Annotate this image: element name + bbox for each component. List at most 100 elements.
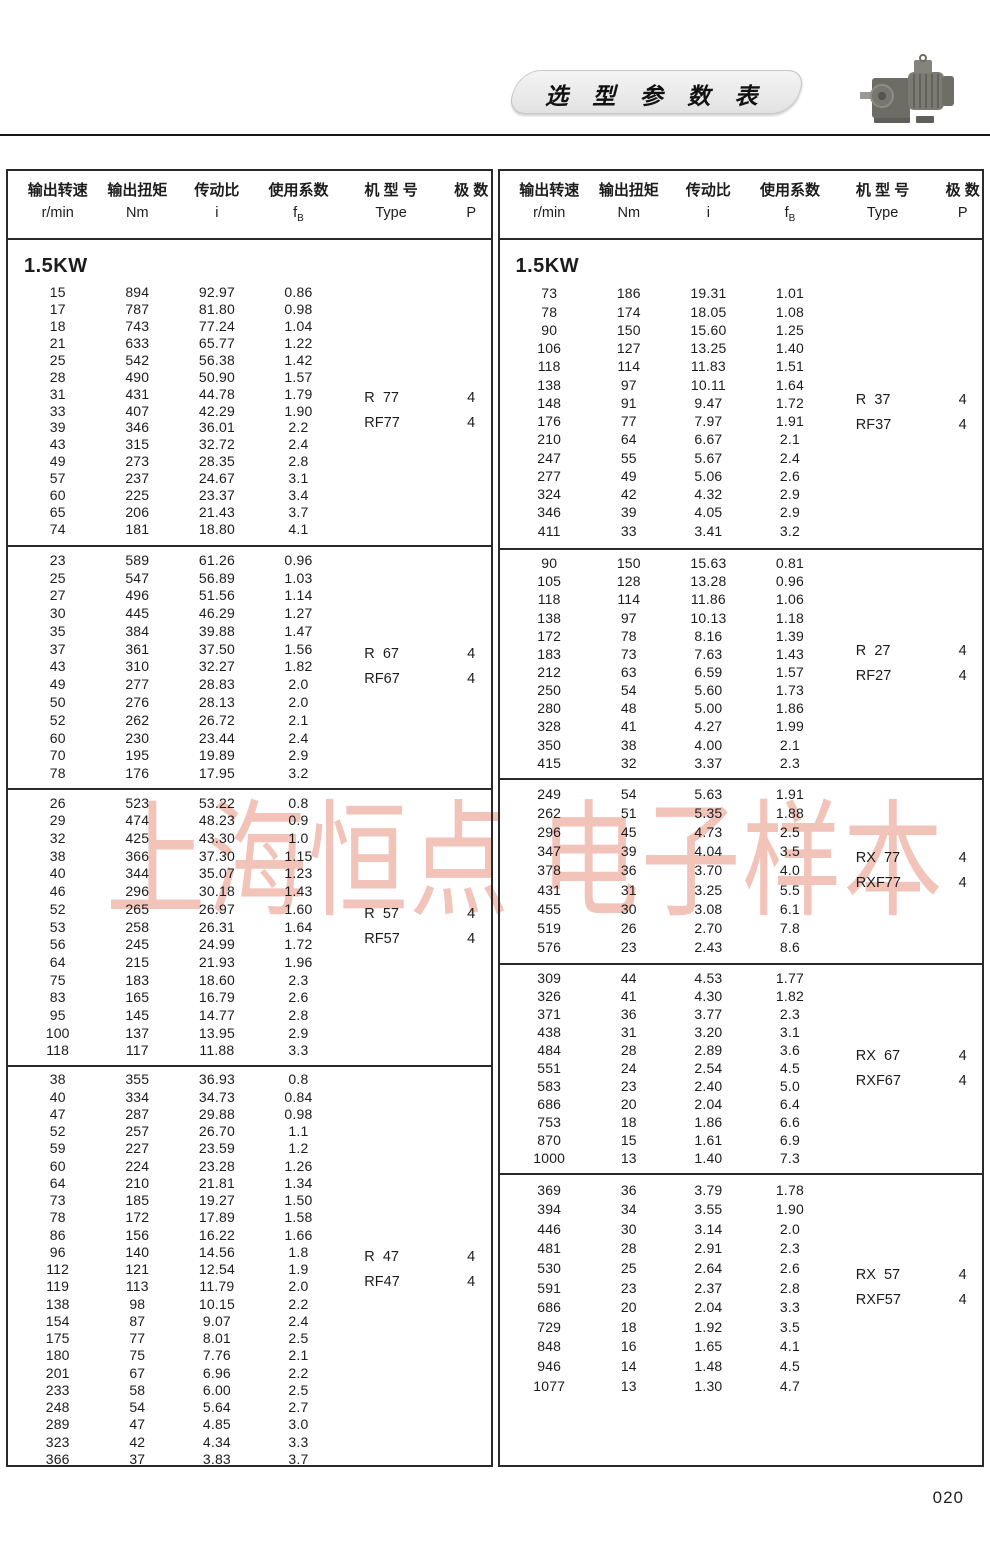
cell: 23.44 (198, 729, 235, 746)
cell: 3.5 (779, 843, 800, 860)
cell: 54 (129, 1399, 146, 1415)
cell: 6.6 (779, 1114, 800, 1130)
cell: 15 (49, 283, 66, 300)
cell: 33 (620, 522, 637, 539)
cell: 52 (49, 711, 66, 728)
cell: 1.0 (288, 830, 309, 847)
pole-count: 4 (467, 906, 476, 922)
cell: 1.25 (775, 321, 804, 338)
cell: 26 (620, 919, 637, 936)
cell: 4.27 (694, 718, 723, 735)
table-row: 78 172 17.89 1.58 (8, 1210, 491, 1224)
cell: 44.78 (198, 385, 235, 402)
gearmotor-shaft (860, 92, 874, 99)
cell: 2.89 (694, 1042, 723, 1058)
cell: 137 (125, 1024, 150, 1041)
cell: 4.85 (202, 1416, 231, 1433)
cell: 138 (537, 609, 562, 626)
cell: 176 (125, 765, 150, 782)
col-service-factor: 使用系数 (268, 182, 329, 199)
cell: 56.89 (198, 569, 235, 586)
cell: 56 (49, 936, 66, 953)
cell: 4.00 (694, 736, 723, 753)
table-row: 30 445 46.29 1.27 (8, 606, 491, 620)
table-row: 247 55 5.67 2.4 (500, 451, 983, 465)
cell: 34.73 (198, 1088, 235, 1105)
gearbox-hub (878, 92, 886, 100)
cell: 245 (125, 936, 150, 953)
cell: 4.5 (779, 1357, 800, 1374)
ratio-block: 1.5KW 73 186 19.31 1.01 78 174 18.05 1.08 90 150 15… (500, 240, 983, 548)
cell: 105 (537, 573, 562, 590)
unit-fb: fB (784, 205, 796, 224)
cell: 1.88 (775, 805, 804, 822)
cell: 6.1 (779, 900, 800, 917)
pole-count: 4 (467, 671, 476, 687)
table-row: 328 41 4.27 1.99 (500, 719, 983, 733)
model-type: R 37 (855, 391, 891, 408)
pole-count: 4 (958, 416, 967, 433)
block-rows: 249 54 5.63 1.91 262 51 5.35 1.88 296 45 4.73 2.5 34… (500, 782, 983, 959)
block-rows: 73 186 19.31 1.01 78 174 18.05 1.08 90 150 15.60 1.… (500, 282, 983, 542)
col-model-type: 机 型 号 (364, 182, 418, 199)
cell: 1.61 (694, 1132, 723, 1148)
cell: 51 (620, 805, 637, 822)
table-row: 95 145 14.77 2.8 (8, 1008, 491, 1022)
cell: 258 (125, 918, 150, 935)
cell: 25 (49, 351, 66, 368)
cell: 273 (125, 453, 150, 470)
cell: 2.1 (779, 736, 800, 753)
unit-i: i (706, 205, 711, 221)
table-row: 78 174 18.05 1.08 (500, 305, 983, 319)
cell: 210 (537, 431, 562, 448)
cell: 13.28 (690, 573, 727, 590)
cell: 112 (46, 1261, 70, 1277)
cell: 154 (45, 1312, 70, 1329)
cell: 1.50 (284, 1192, 313, 1208)
table-row: 17 787 81.80 0.98 (8, 302, 491, 316)
table-row: 369 36 3.79 1.78 (500, 1183, 983, 1197)
col-output-speed: 输出转速 (519, 182, 580, 199)
cell: 36.93 (198, 1071, 235, 1088)
cell: 1.90 (284, 402, 313, 419)
table-row: 378 36 3.70 4.0 (500, 863, 983, 877)
cell: 3.08 (694, 900, 723, 917)
cell: 23 (49, 551, 66, 568)
cell: 56.38 (198, 351, 235, 368)
cell: 2.2 (288, 1364, 309, 1381)
cell: 21.81 (198, 1174, 235, 1191)
cell: 1.57 (775, 663, 804, 680)
table-row: 210 64 6.67 2.1 (500, 432, 983, 446)
pole-count: 4 (958, 1292, 967, 1309)
table-row: 233 58 6.00 2.5 (8, 1383, 491, 1397)
table-row: 249 54 5.63 1.91 (500, 787, 983, 801)
cell: 83 (49, 989, 66, 1006)
cell: 2.9 (288, 747, 309, 764)
cell: 17 (49, 300, 66, 317)
cell: 787 (125, 300, 150, 317)
table-row: 583 23 2.40 5.0 (500, 1079, 983, 1093)
cell: 175 (45, 1330, 70, 1346)
cell: 138 (537, 376, 562, 393)
cell: 64 (49, 953, 66, 970)
table-row: 323 42 4.34 3.3 (8, 1435, 491, 1449)
table-row: 250 54 5.60 1.73 (500, 683, 983, 697)
cell: 13.25 (690, 340, 727, 357)
cell: 23.37 (198, 487, 235, 504)
cell: 4.53 (694, 970, 723, 986)
cell: 277 (537, 467, 562, 484)
cell: 1.23 (284, 865, 313, 882)
cell: 474 (125, 812, 150, 829)
cell: 3.6 (779, 1042, 800, 1058)
cell: 366 (125, 847, 150, 864)
cell: 2.91 (694, 1240, 723, 1257)
cell: 3.20 (694, 1024, 723, 1040)
cell: 53 (49, 918, 66, 935)
cell: 78 (541, 303, 558, 320)
cell: 2.1 (288, 1347, 309, 1364)
watermark-text: 上海恒点 电子样本 (106, 791, 945, 932)
table-row: 37 361 37.50 1.56 (8, 642, 491, 656)
cell: 11.79 (199, 1278, 235, 1295)
cell: 36 (620, 862, 637, 879)
page-number: 020 (932, 1488, 964, 1507)
